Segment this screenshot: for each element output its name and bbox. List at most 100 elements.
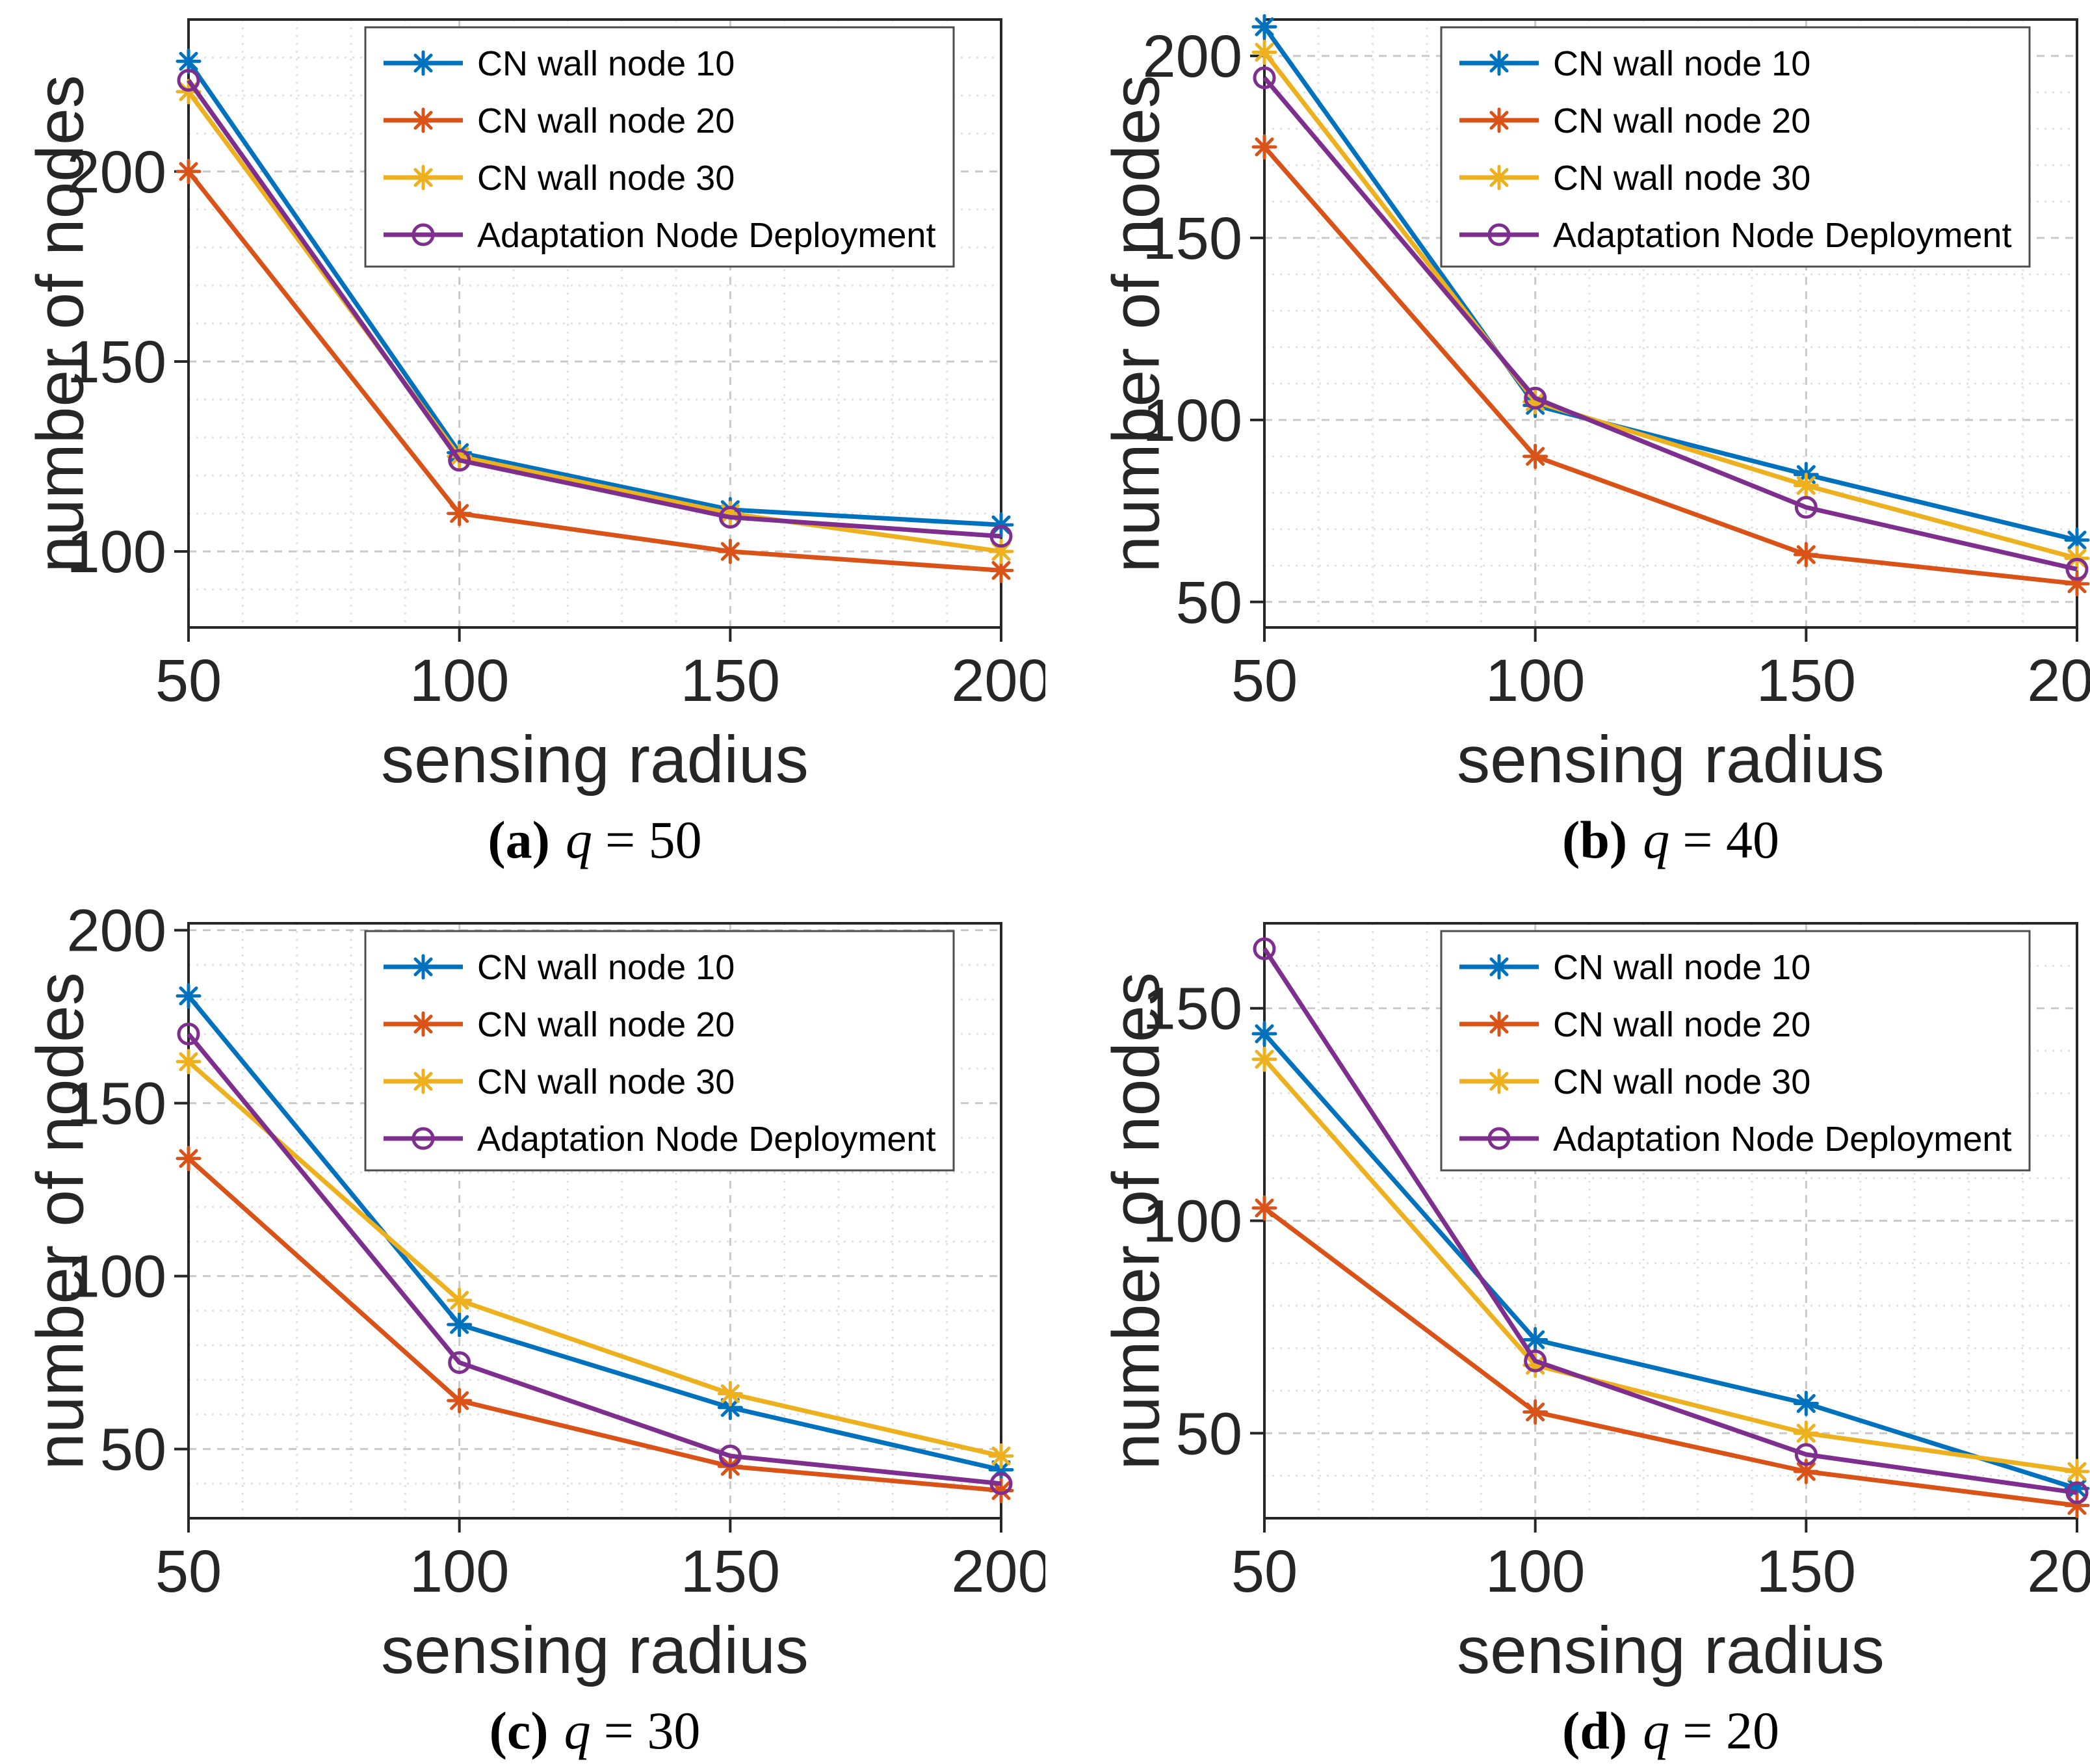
legend-label: Adaptation Node Deployment: [1553, 1120, 2011, 1159]
asterisk-marker-icon: [1796, 1423, 1816, 1443]
asterisk-marker-icon: [410, 50, 436, 76]
chart-panel-c: 50 100 150 200 50 100 150 200 CN wall node 10 CN …: [0, 882, 1045, 1764]
asterisk-marker-icon: [1489, 111, 1509, 130]
asterisk-marker-icon: [1486, 1011, 1512, 1037]
series-line-adaptation-node-deployment: [1262, 76, 2078, 572]
circle-marker-icon: [989, 525, 1013, 548]
asterisk-marker-icon: [179, 986, 198, 1006]
asterisk-marker-icon: [1796, 545, 1816, 564]
asterisk-marker-icon: [413, 1014, 433, 1034]
x-tick-label: 100: [1485, 648, 1586, 714]
legend-label: CN wall node 20: [1553, 1005, 1810, 1044]
x-tick-label: 50: [1231, 648, 1298, 714]
legend-label: Adaptation Node Deployment: [477, 1120, 935, 1159]
circle-marker-icon: [448, 1351, 471, 1375]
legend-label: CN wall node 10: [1553, 948, 1810, 987]
axes-frame: [1263, 18, 2078, 629]
asterisk-marker-icon: [1255, 137, 1274, 157]
asterisk-marker-icon: [1251, 1195, 1277, 1221]
x-tick-label: 200: [2027, 648, 2090, 714]
x-axis-label: sensing radius: [1457, 722, 1885, 796]
asterisk-marker-icon: [413, 1072, 433, 1091]
x-axis-label: sensing radius: [381, 1613, 809, 1687]
caption-variable: q: [1643, 1701, 1670, 1760]
asterisk-marker-icon: [720, 1398, 740, 1417]
x-tick-label: 150: [681, 1538, 781, 1605]
asterisk-marker-icon: [717, 538, 743, 564]
legend-label: CN wall node 10: [477, 948, 735, 987]
asterisk-marker-icon: [176, 1146, 202, 1172]
asterisk-marker-icon: [450, 1391, 469, 1410]
legend-item: CN wall node 20: [1459, 101, 1810, 140]
asterisk-marker-icon: [179, 1052, 198, 1072]
asterisk-marker-icon: [1526, 1402, 1545, 1422]
x-tick-label: 100: [410, 648, 510, 714]
series-line-cn-wall-node-20: [1262, 145, 2078, 586]
asterisk-marker-icon: [1522, 443, 1548, 469]
asterisk-marker-icon: [1796, 1462, 1816, 1481]
asterisk-marker-icon: [1489, 1072, 1509, 1091]
asterisk-marker-icon: [1251, 14, 1277, 40]
circle-marker-icon: [1487, 1127, 1511, 1150]
asterisk-marker-icon: [1255, 1198, 1274, 1218]
x-tick-label: 200: [2027, 1538, 2090, 1605]
asterisk-marker-icon: [2064, 1458, 2090, 1484]
circle-marker-icon: [411, 223, 435, 246]
asterisk-marker-icon: [988, 557, 1014, 583]
asterisk-marker-icon: [410, 165, 436, 191]
asterisk-marker-icon: [1522, 1399, 1548, 1425]
legend-item: CN wall node 20: [384, 1005, 735, 1044]
legend-label: Adaptation Node Deployment: [477, 216, 935, 255]
asterisk-marker-icon: [1526, 447, 1545, 466]
circle-marker-icon: [1524, 386, 1547, 410]
series-line-cn-wall-node-20: [187, 1157, 1002, 1493]
asterisk-marker-icon: [176, 983, 202, 1009]
axis-ticks: 50 100 150 200 50 100 150 200: [1143, 23, 2090, 714]
y-tick-label: 50: [1176, 1401, 1242, 1467]
asterisk-marker-icon: [1793, 1420, 1819, 1446]
series-group: [1251, 937, 2090, 1518]
asterisk-marker-icon: [1255, 17, 1274, 36]
asterisk-marker-icon: [1489, 53, 1509, 73]
legend-item: CN wall node 30: [384, 159, 735, 198]
series-group: [176, 48, 1014, 583]
caption-equation: = 20: [1682, 1701, 1779, 1760]
legend-label: CN wall node 20: [1553, 101, 1810, 140]
legend: CN wall node 10 CN wall node 20 CN wall no…: [1440, 930, 2031, 1172]
series-line-cn-wall-node-10: [1262, 1032, 2078, 1491]
asterisk-marker-icon: [410, 1011, 436, 1037]
legend-item: CN wall node 10: [1459, 44, 1810, 83]
asterisk-marker-icon: [1486, 954, 1512, 980]
series-line-cn-wall-node-30: [187, 1060, 1002, 1458]
caption-index: (c): [489, 1701, 549, 1760]
series-line-cn-wall-node-20: [187, 170, 1002, 573]
y-tick-label: 200: [67, 898, 167, 964]
y-tick-label: 150: [1143, 205, 1243, 272]
x-tick-label: 50: [1231, 1538, 1298, 1605]
asterisk-marker-icon: [1796, 476, 1816, 495]
legend-label: CN wall node 20: [477, 1005, 735, 1044]
asterisk-marker-icon: [1486, 165, 1512, 191]
series-line-cn-wall-node-10: [187, 994, 1002, 1472]
circle-marker-icon: [1794, 1443, 1818, 1466]
caption-equation: = 30: [603, 1701, 701, 1760]
asterisk-marker-icon: [176, 159, 202, 185]
circle-marker-icon: [1487, 223, 1511, 246]
asterisk-marker-icon: [410, 107, 436, 133]
x-tick-label: 150: [1757, 648, 1857, 714]
legend-box: [1440, 930, 2031, 1172]
asterisk-marker-icon: [2067, 1462, 2087, 1481]
asterisk-marker-icon: [1793, 1391, 1819, 1417]
asterisk-marker-icon: [717, 1380, 743, 1406]
x-tick-label: 50: [155, 648, 222, 714]
series-line-cn-wall-node-10: [1262, 25, 2078, 543]
legend: CN wall node 10 CN wall node 20 CN wall no…: [364, 930, 955, 1172]
legend-label: CN wall node 30: [1553, 159, 1810, 198]
y-axis-label: number of nodes: [1099, 74, 1173, 573]
circle-marker-icon: [448, 449, 471, 472]
asterisk-marker-icon: [720, 1384, 740, 1404]
